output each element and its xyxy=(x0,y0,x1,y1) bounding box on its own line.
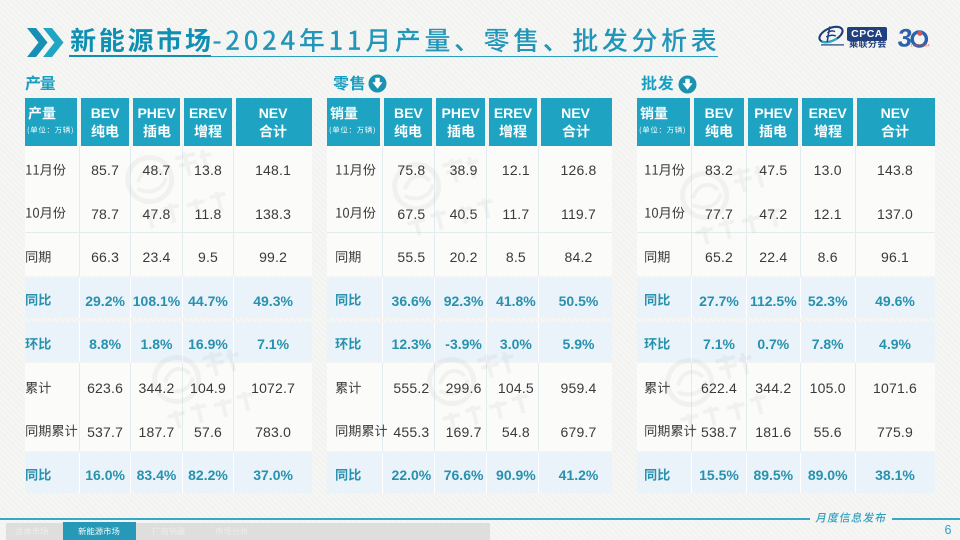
svg-text:3: 3 xyxy=(896,25,913,49)
svg-text:1994-2024: 1994-2024 xyxy=(911,42,931,47)
